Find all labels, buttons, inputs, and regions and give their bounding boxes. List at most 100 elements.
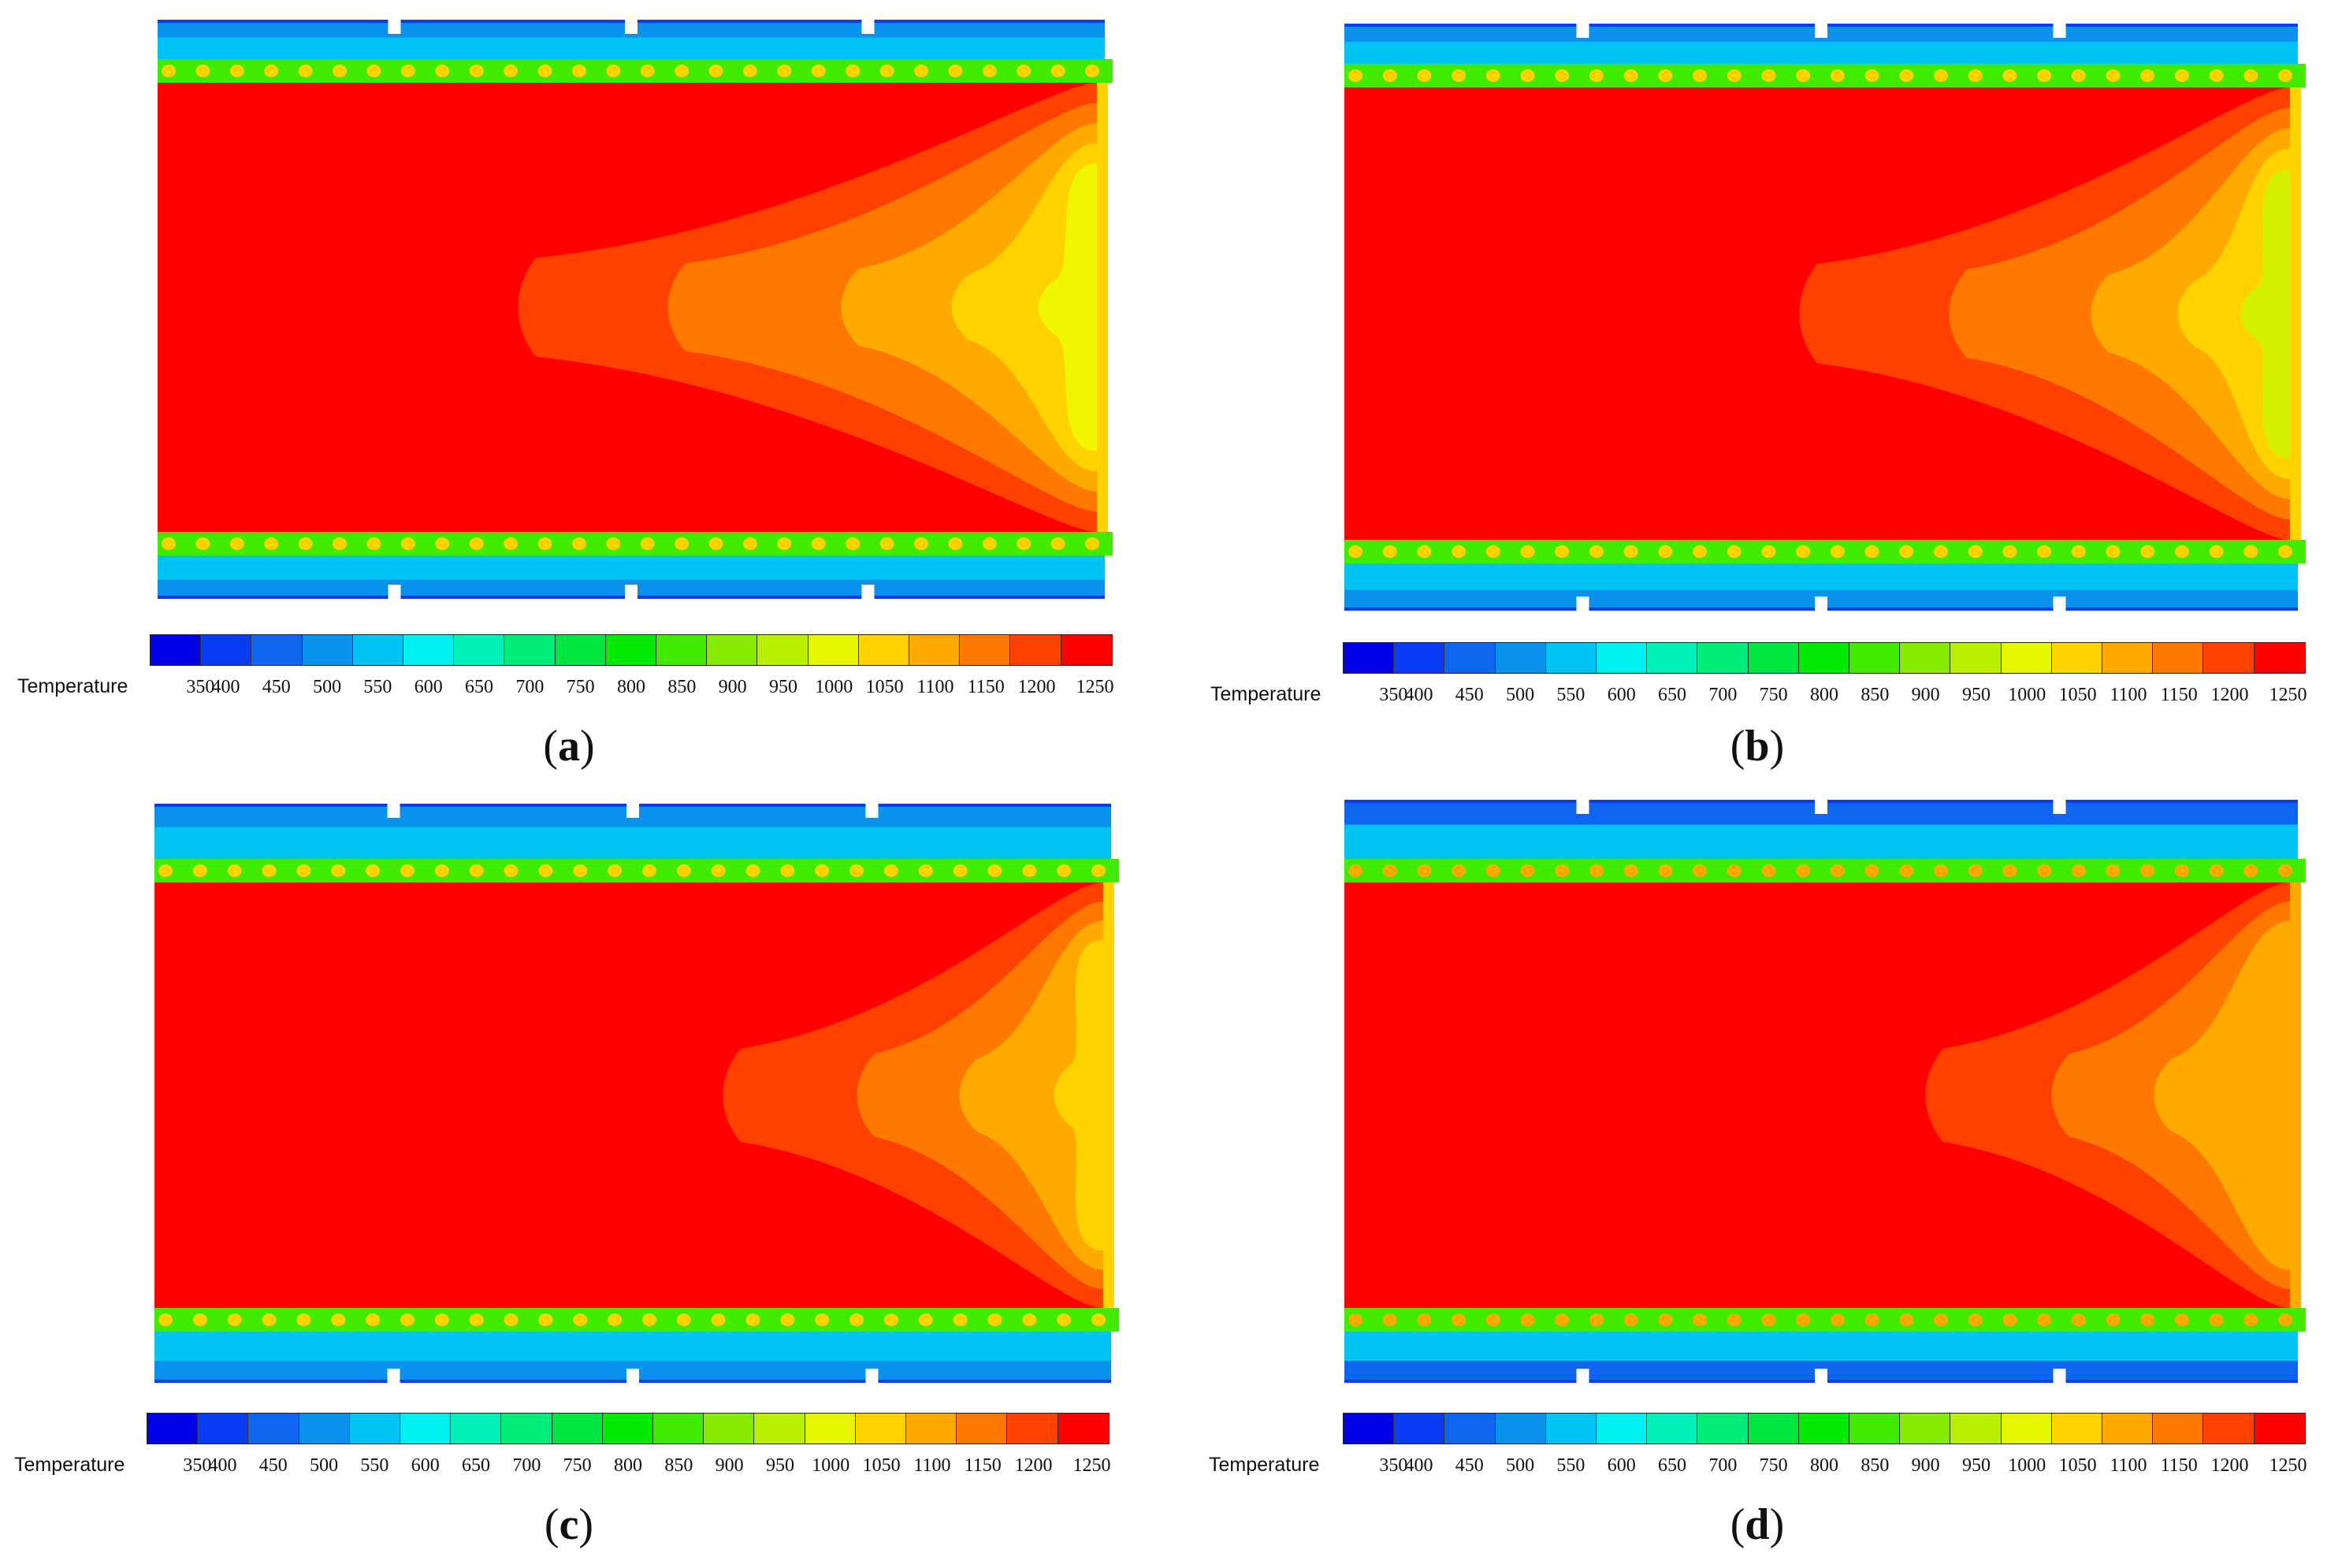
wall-rib [227,864,242,877]
wall-rib [469,65,484,77]
colorbar-swatch [704,1414,755,1444]
colorbar-tick-label: 450 [1455,1455,1484,1476]
wall-rib [538,1313,553,1326]
jacket-notch-top [1815,800,1827,814]
wall-rib [1899,864,1914,877]
colorbar-tick-label: 500 [313,677,342,697]
colorbar-swatch [1344,643,1395,673]
wall-rib [815,1313,830,1326]
wall-rib [366,864,381,877]
colorbar-swatch [906,1414,957,1444]
colorbar-tick-label: 1050 [2058,685,2097,705]
wall-rib [1623,864,1638,877]
jacket-notch-bottom [626,1369,639,1383]
wall-rib [708,537,723,550]
wall-rib [2037,69,2052,82]
wall-rib [1452,69,1466,82]
wall-rib [606,537,621,550]
wall-rib [1658,864,1673,877]
wall-rib [815,864,830,877]
wall-rib [162,65,176,77]
wall-rib [1864,864,1879,877]
jacket-notch-bottom [2053,596,2066,611]
colorbar-caption: Temperature [14,1454,125,1476]
colorbar-tick-label: 600 [414,677,443,697]
wall-rib [2140,864,2155,877]
wall-rib [400,537,415,550]
jacket-notch-bottom [1815,1369,1827,1383]
jacket-notch-top [388,20,401,34]
colorbar-swatch [805,1414,856,1444]
colorbar-swatch [2254,1414,2305,1444]
colorbar-tick-label: 550 [1556,1455,1585,1476]
colorbar-swatch [808,635,859,665]
colorbar-tick-label: 1050 [862,1455,901,1476]
colorbar-swatch [1647,643,1698,673]
colorbar-tick-label: 500 [310,1455,339,1476]
wall-rib [849,1313,864,1326]
wall-rib [811,537,826,550]
wall-rib [537,537,552,550]
colorbar-swatch [2203,1414,2255,1444]
temperature-contour-band [2177,148,2290,479]
wall-rib [1658,69,1673,82]
jacket-notch-bottom [865,1369,879,1383]
wall-rib [2209,69,2224,82]
colorbar-tick-label: 550 [360,1455,389,1476]
colorbar-swatch [1058,1414,1109,1444]
colorbar-swatch [1900,1414,1951,1444]
temperature-contour-band [2154,920,2290,1270]
wall-rib [1348,864,1362,877]
panel-label-b: (b) [1730,722,1785,771]
wall-rib [1452,1313,1466,1326]
colorbar-swatch [352,635,404,665]
colorbar-swatch [2051,1414,2103,1444]
wall-rib [953,864,968,877]
wall-rib [918,1313,933,1326]
colorbar-tick-label: 350 [183,1455,212,1476]
wall-rib [333,65,348,77]
wall-rib [2071,864,2086,877]
wall-rib [1796,864,1811,877]
colorbar-caption: Temperature [1210,683,1321,705]
wall-rib [608,864,623,877]
wall-rib [1968,69,1983,82]
colorbar-swatch [1444,643,1496,673]
wall-rib [1623,1313,1638,1326]
wall-rib [2278,1313,2292,1326]
jacket-notch-top [625,20,638,34]
wall-rib [1830,864,1845,877]
wall-rib [1933,545,1948,558]
colorbar-tick-label: 700 [512,1455,541,1476]
outlet-end-band [1097,83,1108,532]
temperature-contour-band [951,143,1097,472]
wall-rib [742,65,757,77]
wall-rib [1348,1313,1362,1326]
colorbar-swatch [707,635,758,665]
colorbar-swatch [451,1414,502,1444]
colorbar-tick-label: 1050 [2058,1455,2097,1476]
colorbar-caption: Temperature [17,675,128,697]
colorbar-swatch [501,1414,552,1444]
colorbar-tick-label: 900 [715,1455,744,1476]
wall-rib [1091,1313,1106,1326]
wall-rib [1693,69,1708,82]
wall-rib [1057,1313,1072,1326]
wall-rib [1658,1313,1673,1326]
colorbar-swatch [251,635,303,665]
wall-rib [1933,1313,1948,1326]
wall-rib [675,537,690,550]
wall-rib [2071,545,2086,558]
wall-rib [400,1313,414,1326]
wall-rib [1050,65,1065,77]
colorbar-swatch [1748,1414,1799,1444]
wall-rib [1830,1313,1845,1326]
colorbar-tick-label: 650 [465,677,494,697]
temperature-contour-band [1083,959,1111,1232]
wall-rib [2037,545,2052,558]
colorbar-tick-label: 1050 [865,677,904,697]
wall-rib [745,864,760,877]
wall-rib [708,65,723,77]
wall-rib [1693,1313,1708,1326]
colorbar-swatch [2153,643,2204,673]
